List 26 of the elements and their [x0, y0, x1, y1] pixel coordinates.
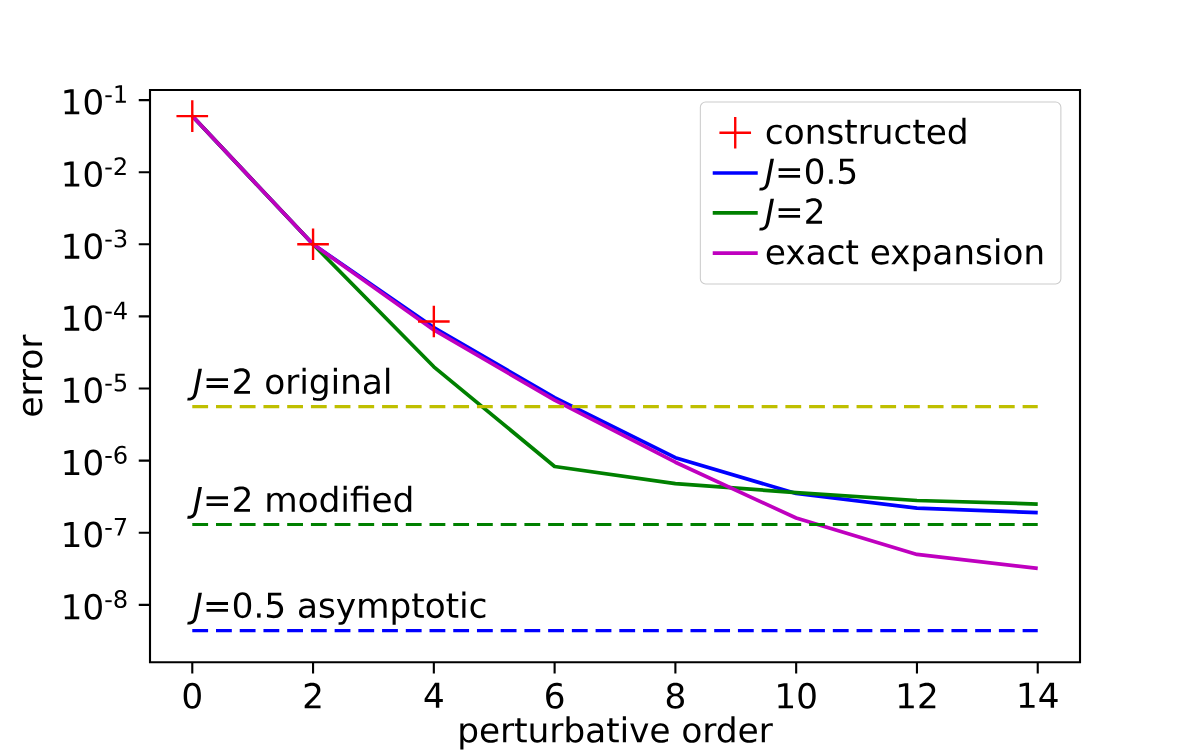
- annotation: J=0.5 asymptotic: [187, 591, 486, 625]
- annotation: J=2 original: [187, 367, 390, 401]
- y-axis-title: error: [22, 334, 43, 416]
- x-tick-label: 10: [778, 682, 816, 709]
- y-tick-label: 10$^{-5}$: [64, 373, 127, 404]
- x-axis-title: perturbative order: [460, 716, 773, 750]
- y-tick-label: 10$^{-1}$: [64, 85, 126, 115]
- x-tick-label: 12: [898, 682, 936, 709]
- x-tick-label: 8: [666, 682, 684, 709]
- y-tick-label: 10$^{-3}$: [64, 229, 127, 260]
- legend-label: J=2: [759, 198, 823, 231]
- point: [418, 305, 450, 338]
- x-tick-label: 6: [546, 682, 564, 709]
- y-tick-label: 10$^{-8}$: [64, 589, 127, 620]
- x-tick-label: 0: [183, 682, 201, 709]
- y-tick-label: 10$^{-2}$: [64, 157, 126, 188]
- y-tick-label: 10$^{-6}$: [64, 445, 127, 476]
- y-tick-label: 10$^{-4}$: [64, 301, 127, 332]
- legend-label: constructed: [766, 117, 966, 145]
- x-tick-label: 4: [424, 682, 443, 708]
- annotation: J=2 modified: [187, 485, 412, 519]
- x-tick-label: 14: [1019, 682, 1058, 708]
- y-tick-label: 10$^{-7}$: [64, 518, 127, 548]
- x-tick-label: 2: [304, 682, 321, 709]
- legend-label: J=0.5: [759, 158, 856, 191]
- legend-label: exact expansion: [766, 238, 1043, 272]
